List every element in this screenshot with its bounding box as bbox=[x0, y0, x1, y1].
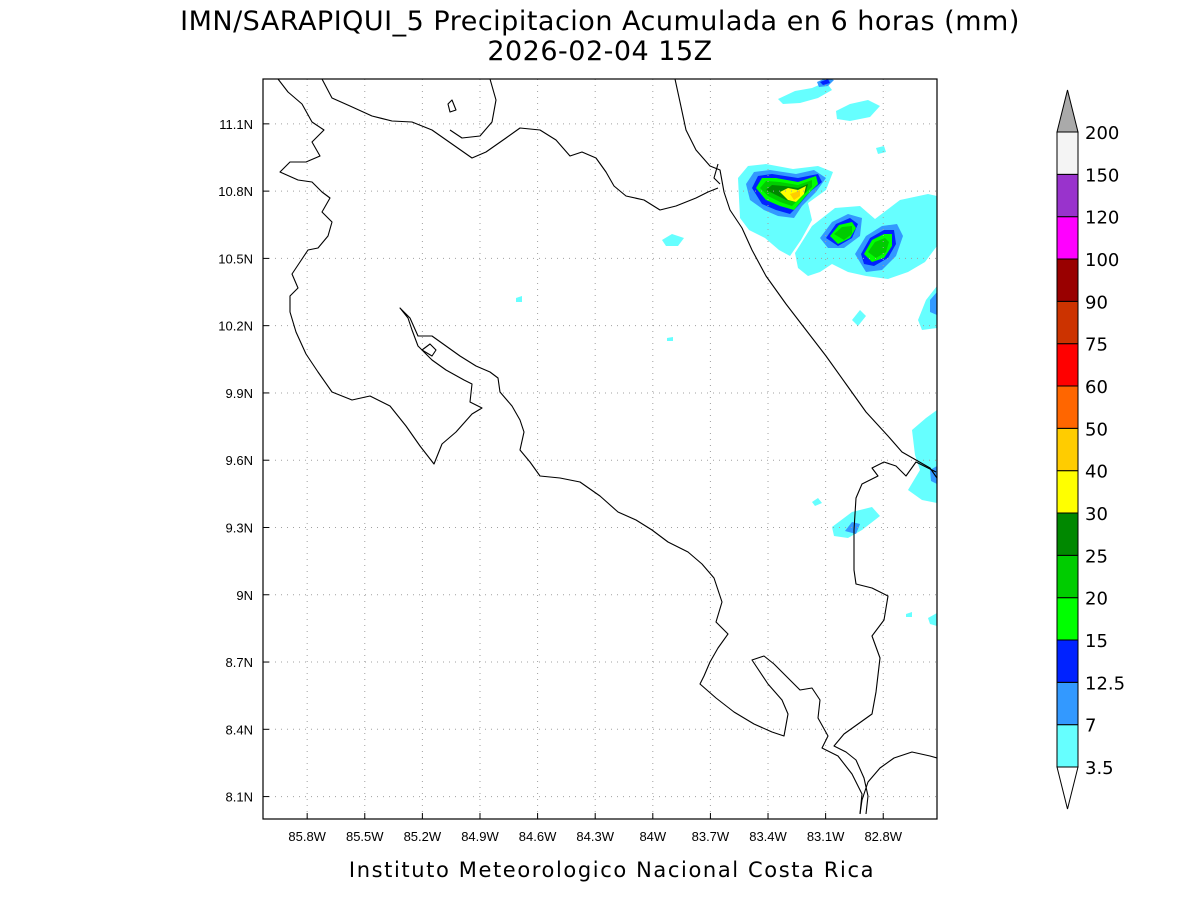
precip-area-cyan bbox=[778, 82, 832, 104]
precip-area-7mm bbox=[845, 522, 860, 534]
precip-area-40mm bbox=[790, 190, 800, 200]
precipitation-field bbox=[516, 79, 937, 626]
colorbar-label: 200 bbox=[1085, 123, 1119, 144]
lon-tick-label: 84W bbox=[639, 829, 666, 844]
footer-credit: Instituto Meteorologico Nacional Costa R… bbox=[349, 858, 875, 882]
lon-tick-label: 85.8W bbox=[288, 829, 326, 844]
lat-tick-label: 10.8N bbox=[218, 184, 253, 199]
map-valid-time: 2026-02-04 15Z bbox=[487, 36, 712, 67]
island-nicoya-gulf bbox=[421, 343, 437, 357]
latitude-tick-labels: 11.1N 10.8N 10.5N 10.2N 9.9N 9.6N 9.3N 9N 8.7N 8.… bbox=[218, 117, 269, 805]
colorbar-swatch bbox=[1056, 639, 1079, 683]
precip-area-cyan bbox=[812, 498, 822, 506]
colorbar-swatch bbox=[1056, 173, 1079, 218]
map-title: IMN/SARAPIQUI_5 Precipitacion Acumulada … bbox=[180, 6, 1020, 37]
precip-area-cyan bbox=[908, 410, 937, 503]
colorbar-label: 150 bbox=[1085, 165, 1119, 186]
colorbar-label: 25 bbox=[1085, 546, 1108, 567]
lat-lon-grid bbox=[263, 79, 937, 819]
pacific-coastline-north bbox=[277, 79, 863, 815]
colorbar-label: 15 bbox=[1085, 631, 1108, 652]
precip-area-cyan bbox=[918, 286, 937, 330]
colorbar-swatch bbox=[1056, 512, 1079, 556]
precip-area-cyan bbox=[852, 310, 866, 326]
panama-border bbox=[833, 461, 937, 815]
colorbar-swatch bbox=[1056, 597, 1079, 641]
colorbar-swatch bbox=[1056, 724, 1079, 768]
precip-area-cyan bbox=[832, 507, 880, 538]
colorbar-label: 30 bbox=[1085, 504, 1108, 525]
precip-area-cyan bbox=[836, 100, 880, 121]
lon-tick-label: 84.3W bbox=[576, 829, 614, 844]
lat-tick-label: 10.5N bbox=[218, 251, 253, 266]
colorbar-label: 12.5 bbox=[1085, 673, 1125, 694]
colorbar-swatch bbox=[1056, 427, 1079, 472]
colorbar-swatch bbox=[1056, 470, 1079, 514]
colorbar-swatch bbox=[1056, 258, 1079, 302]
lat-tick-label: 8.1N bbox=[226, 790, 253, 805]
colorbar-label: 3.5 bbox=[1085, 758, 1114, 779]
colorbar-label: 75 bbox=[1085, 335, 1108, 356]
lat-tick-label: 10.2N bbox=[218, 319, 253, 334]
island-lake-nicaragua bbox=[447, 99, 457, 113]
precip-area-cyan bbox=[667, 337, 673, 341]
lat-tick-label: 8.4N bbox=[226, 722, 253, 737]
colorbar-label: 120 bbox=[1085, 208, 1119, 229]
lon-tick-label: 84.9W bbox=[461, 829, 499, 844]
colorbar-label: 7 bbox=[1085, 716, 1096, 737]
lon-tick-label: 83.7W bbox=[692, 829, 730, 844]
colorbar-label: 100 bbox=[1085, 250, 1119, 271]
precip-area-cyan bbox=[516, 296, 522, 302]
colorbar-swatch bbox=[1056, 385, 1079, 429]
colorbar-swatch bbox=[1056, 131, 1079, 175]
longitude-tick-labels: 85.8W 85.5W 85.2W 84.9W 84.6W 84.3W 84W 83.7W 83… bbox=[288, 813, 903, 844]
precip-area-cyan bbox=[906, 612, 912, 617]
map-frame bbox=[262, 78, 938, 820]
precip-area-20mm bbox=[868, 238, 889, 258]
precip-area-cyan bbox=[928, 613, 937, 626]
caribbean-coastline bbox=[674, 79, 937, 479]
colorbar: 3.5 7 12.5 15 20 25 30 40 50 60 75 90 100 120 150 200 bbox=[1056, 89, 1125, 810]
colorbar-label: 40 bbox=[1085, 462, 1108, 483]
lat-tick-label: 8.7N bbox=[226, 655, 253, 670]
precip-area-12.5mm bbox=[820, 79, 830, 85]
nicaragua-costa-rica-border bbox=[321, 79, 719, 211]
nicaragua-west-coast bbox=[449, 79, 497, 139]
precip-area-cyan bbox=[662, 234, 684, 246]
precip-area-20mm bbox=[834, 226, 852, 240]
coastlines-and-borders bbox=[277, 79, 937, 815]
lat-tick-label: 9N bbox=[236, 588, 253, 603]
colorbar-swatch bbox=[1056, 554, 1079, 599]
lat-tick-label: 9.3N bbox=[226, 520, 253, 535]
colorbar-swatch bbox=[1056, 216, 1079, 260]
lon-tick-label: 84.6W bbox=[519, 829, 557, 844]
lat-tick-label: 9.6N bbox=[226, 453, 253, 468]
lon-tick-label: 82.8W bbox=[864, 829, 902, 844]
island-nicoya-gulf bbox=[713, 163, 721, 185]
colorbar-label: 90 bbox=[1085, 292, 1108, 313]
colorbar-under-triangle bbox=[1056, 766, 1079, 810]
lon-tick-label: 85.5W bbox=[346, 829, 384, 844]
colorbar-over-triangle bbox=[1056, 89, 1079, 133]
colorbar-label: 60 bbox=[1085, 377, 1108, 398]
map-panel: 85.8W 85.5W 85.2W 84.9W 84.6W 84.3W 84W 83.7W 83… bbox=[218, 78, 938, 844]
lon-tick-label: 83.1W bbox=[807, 829, 845, 844]
panama-coast-south bbox=[859, 751, 937, 815]
precip-area-7mm bbox=[930, 292, 937, 315]
colorbar-swatch bbox=[1056, 300, 1079, 345]
lon-tick-label: 83.4W bbox=[749, 829, 787, 844]
map-background bbox=[263, 79, 937, 819]
colorbar-label: 50 bbox=[1085, 419, 1108, 440]
colorbar-label: 20 bbox=[1085, 589, 1108, 610]
colorbar-swatch bbox=[1056, 343, 1079, 387]
lat-tick-label: 11.1N bbox=[219, 117, 253, 132]
lat-tick-label: 9.9N bbox=[226, 386, 253, 401]
colorbar-swatch bbox=[1056, 681, 1079, 726]
lon-tick-label: 85.2W bbox=[404, 829, 442, 844]
